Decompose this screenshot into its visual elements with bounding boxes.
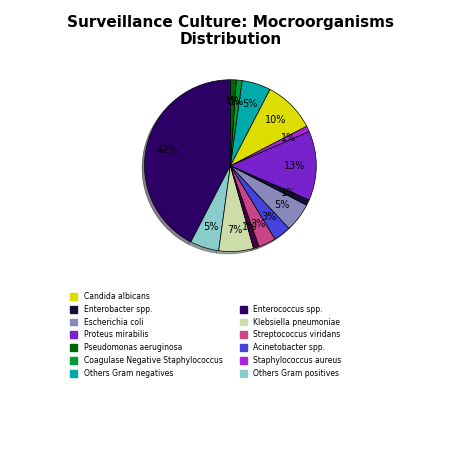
Text: 42%: 42% — [157, 146, 179, 155]
Text: 5%: 5% — [274, 200, 290, 210]
Text: 7%: 7% — [227, 225, 243, 235]
Text: 1%: 1% — [225, 96, 240, 106]
Text: 10%: 10% — [265, 115, 287, 125]
Wedge shape — [230, 80, 242, 165]
Wedge shape — [219, 165, 254, 252]
Wedge shape — [145, 80, 230, 242]
Text: 1%: 1% — [281, 188, 296, 198]
Text: 3%: 3% — [262, 212, 277, 222]
Wedge shape — [230, 165, 275, 246]
Text: 1%: 1% — [229, 97, 245, 107]
Text: 3%: 3% — [250, 219, 265, 229]
Wedge shape — [230, 126, 309, 165]
Wedge shape — [191, 165, 230, 251]
Wedge shape — [230, 90, 307, 165]
Title: Surveillance Culture: Mocroorganisms
Distribution: Surveillance Culture: Mocroorganisms Dis… — [67, 15, 394, 47]
Wedge shape — [230, 81, 270, 165]
Text: 5%: 5% — [203, 222, 219, 232]
Wedge shape — [230, 165, 289, 239]
Text: 5%: 5% — [242, 99, 257, 109]
Wedge shape — [230, 80, 236, 165]
Wedge shape — [230, 165, 309, 205]
Text: 1%: 1% — [281, 133, 296, 143]
Wedge shape — [230, 131, 316, 200]
Legend: Enterococcus spp., Klebsiella pneumoniae, Streptococcus viridans, Acinetobacter : Enterococcus spp., Klebsiella pneumoniae… — [237, 301, 345, 381]
Wedge shape — [230, 165, 259, 248]
Text: 13%: 13% — [284, 161, 305, 171]
Wedge shape — [230, 165, 307, 228]
Text: 1%: 1% — [242, 222, 257, 232]
